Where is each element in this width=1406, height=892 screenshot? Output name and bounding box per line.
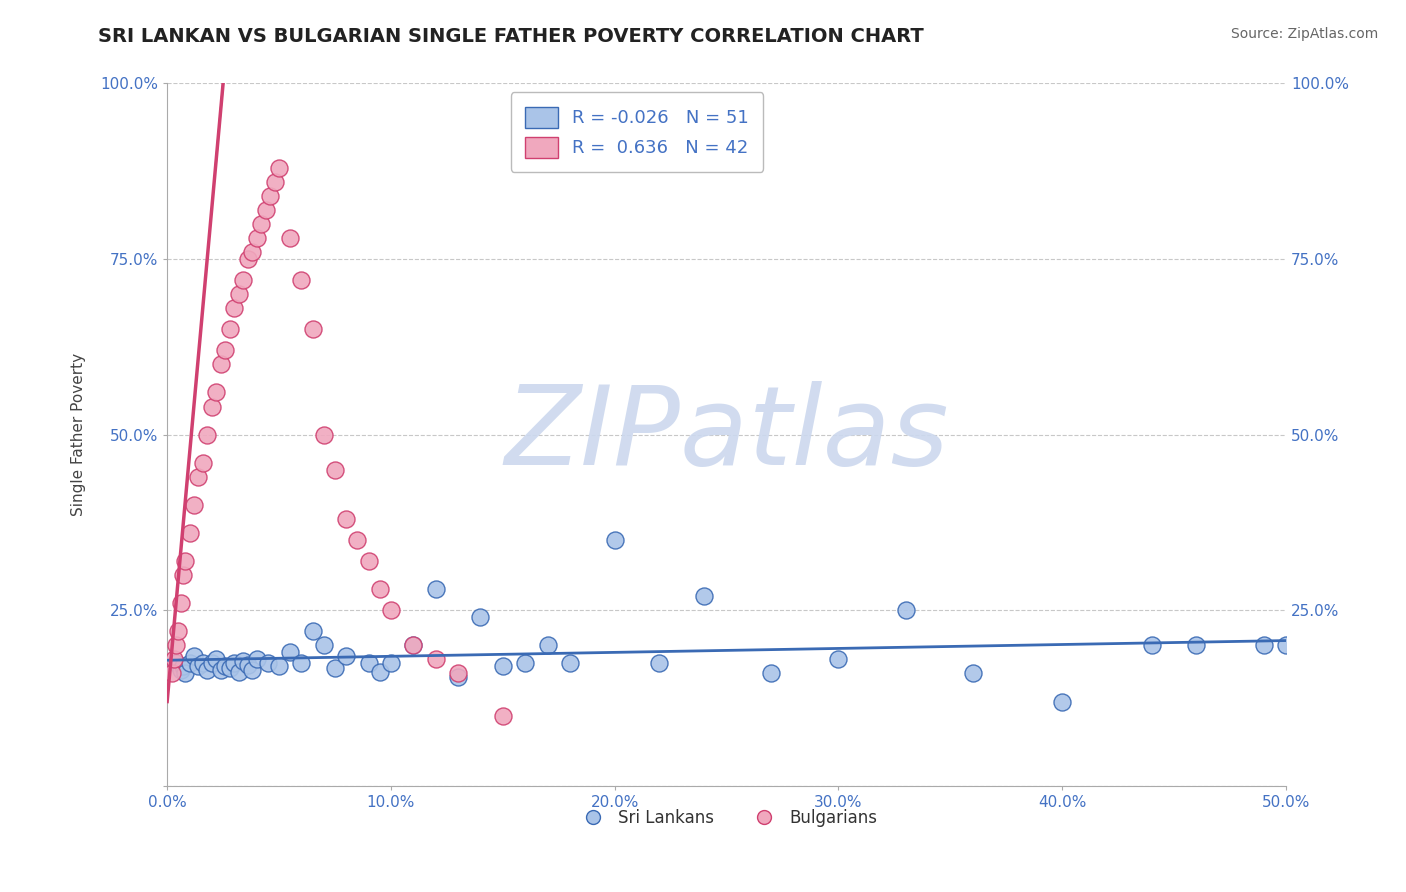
Point bbox=[209, 663, 232, 677]
Point bbox=[172, 568, 194, 582]
Point bbox=[447, 666, 470, 681]
Point bbox=[232, 273, 254, 287]
Point bbox=[335, 648, 357, 663]
Text: Source: ZipAtlas.com: Source: ZipAtlas.com bbox=[1230, 27, 1378, 41]
Point bbox=[228, 665, 250, 679]
Point bbox=[191, 656, 214, 670]
Point bbox=[962, 666, 984, 681]
Point bbox=[179, 656, 201, 670]
Point bbox=[250, 217, 273, 231]
Point bbox=[492, 659, 515, 673]
Point bbox=[693, 589, 716, 603]
Point bbox=[236, 657, 259, 672]
Point bbox=[425, 652, 447, 666]
Point bbox=[290, 273, 312, 287]
Point bbox=[246, 652, 269, 666]
Point bbox=[214, 659, 236, 673]
Point bbox=[172, 659, 194, 673]
Point bbox=[301, 322, 323, 336]
Point bbox=[1050, 694, 1073, 708]
Point bbox=[183, 498, 205, 512]
Point bbox=[187, 469, 209, 483]
Point bbox=[357, 554, 380, 568]
Point bbox=[346, 533, 368, 547]
Point bbox=[205, 652, 228, 666]
Point bbox=[278, 645, 301, 659]
Point bbox=[224, 656, 246, 670]
Point bbox=[648, 656, 671, 670]
Point bbox=[165, 656, 187, 670]
Point bbox=[197, 663, 219, 677]
Point bbox=[1185, 638, 1208, 652]
Point bbox=[827, 652, 849, 666]
Point bbox=[201, 656, 224, 670]
Point bbox=[380, 656, 402, 670]
Point bbox=[259, 189, 281, 203]
Point bbox=[323, 661, 346, 675]
Point bbox=[368, 582, 391, 596]
Text: SRI LANKAN VS BULGARIAN SINGLE FATHER POVERTY CORRELATION CHART: SRI LANKAN VS BULGARIAN SINGLE FATHER PO… bbox=[98, 27, 924, 45]
Point bbox=[191, 456, 214, 470]
Point bbox=[174, 554, 197, 568]
Point bbox=[312, 427, 335, 442]
Point bbox=[214, 343, 236, 358]
Point bbox=[167, 624, 190, 639]
Point bbox=[380, 603, 402, 617]
Point bbox=[761, 666, 783, 681]
Point bbox=[165, 638, 187, 652]
Point bbox=[402, 638, 425, 652]
Point bbox=[236, 252, 259, 266]
Point bbox=[368, 665, 391, 679]
Point bbox=[187, 659, 209, 673]
Point bbox=[1275, 638, 1298, 652]
Point bbox=[402, 638, 425, 652]
Y-axis label: Single Father Poverty: Single Father Poverty bbox=[72, 353, 86, 516]
Point bbox=[197, 427, 219, 442]
Point bbox=[312, 638, 335, 652]
Point bbox=[174, 666, 197, 681]
Point bbox=[169, 663, 191, 677]
Point bbox=[209, 357, 232, 371]
Point bbox=[323, 463, 346, 477]
Point bbox=[205, 385, 228, 400]
Point bbox=[267, 659, 290, 673]
Point bbox=[163, 652, 186, 666]
Point bbox=[425, 582, 447, 596]
Point bbox=[263, 175, 285, 189]
Point bbox=[218, 322, 240, 336]
Text: ZIPatlas: ZIPatlas bbox=[505, 381, 949, 488]
Point bbox=[603, 533, 626, 547]
Point bbox=[894, 603, 917, 617]
Point bbox=[515, 656, 537, 670]
Point bbox=[301, 624, 323, 639]
Point bbox=[335, 512, 357, 526]
Point bbox=[201, 400, 224, 414]
Point bbox=[224, 301, 246, 316]
Point bbox=[290, 656, 312, 670]
Legend: Sri Lankans, Bulgarians: Sri Lankans, Bulgarians bbox=[569, 802, 883, 834]
Point bbox=[169, 596, 191, 610]
Point bbox=[1140, 638, 1163, 652]
Point bbox=[183, 648, 205, 663]
Point bbox=[218, 661, 240, 675]
Point bbox=[357, 656, 380, 670]
Point bbox=[1253, 638, 1275, 652]
Point bbox=[179, 525, 201, 540]
Point bbox=[447, 670, 470, 684]
Point bbox=[246, 231, 269, 245]
Point bbox=[492, 708, 515, 723]
Point bbox=[240, 245, 263, 260]
Point bbox=[160, 666, 183, 681]
Point bbox=[267, 161, 290, 175]
Point bbox=[254, 202, 277, 217]
Point bbox=[536, 638, 558, 652]
Point bbox=[240, 663, 263, 677]
Point bbox=[228, 287, 250, 301]
Point bbox=[257, 656, 280, 670]
Point bbox=[232, 654, 254, 668]
Point bbox=[558, 656, 581, 670]
Point bbox=[278, 231, 301, 245]
Point bbox=[470, 610, 492, 624]
